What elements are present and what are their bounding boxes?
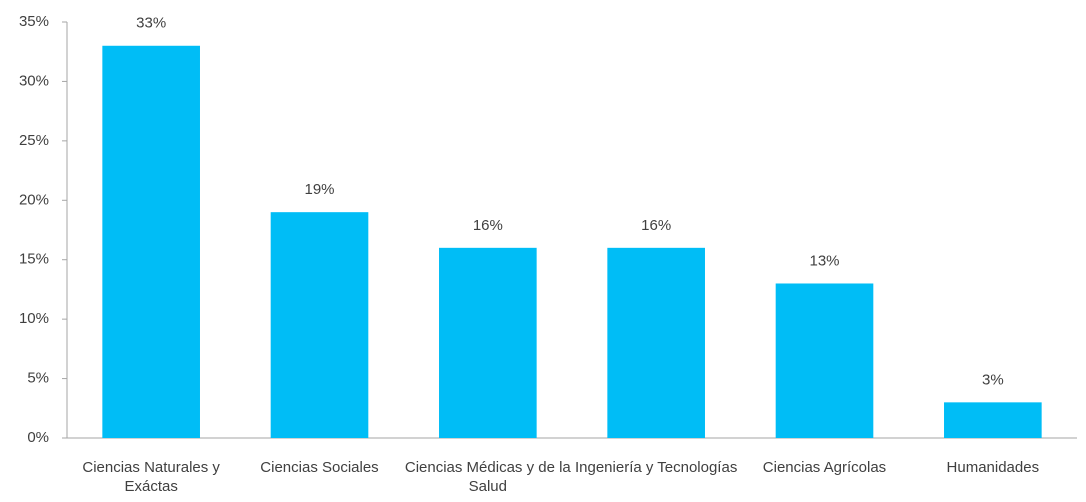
- x-tick-label: Ciencias Sociales: [260, 459, 379, 476]
- y-tick-label: 15%: [19, 251, 49, 268]
- x-tick-label: Ciencias Médicas y de la Salud: [404, 459, 571, 495]
- x-tick-label: Ingeniería y Tecnologías: [574, 459, 738, 476]
- bar: [270, 212, 369, 438]
- data-label: 13%: [809, 252, 839, 269]
- y-tick-label: 10%: [19, 310, 49, 327]
- x-tick-label: Ciencias Naturales y Exáctas: [82, 459, 220, 495]
- x-tick-label: Humanidades: [946, 459, 1040, 476]
- data-label: 19%: [304, 181, 334, 198]
- data-label: 3%: [982, 371, 1004, 388]
- data-label: 33%: [136, 15, 166, 32]
- y-tick-label: 35%: [19, 13, 49, 30]
- y-tick-label: 0%: [27, 429, 49, 446]
- bar: [775, 283, 874, 438]
- bar: [439, 247, 537, 438]
- x-tick-label: Ciencias Agrícolas: [762, 459, 887, 476]
- y-tick-label: 30%: [19, 72, 49, 89]
- bar: [607, 247, 705, 438]
- data-label: 16%: [473, 217, 503, 234]
- y-tick-label: 5%: [27, 370, 49, 387]
- data-label: 16%: [641, 217, 671, 234]
- bar: [944, 402, 1042, 438]
- y-tick-label: 20%: [19, 191, 49, 208]
- y-tick-label: 25%: [19, 132, 49, 149]
- bar: [102, 45, 200, 439]
